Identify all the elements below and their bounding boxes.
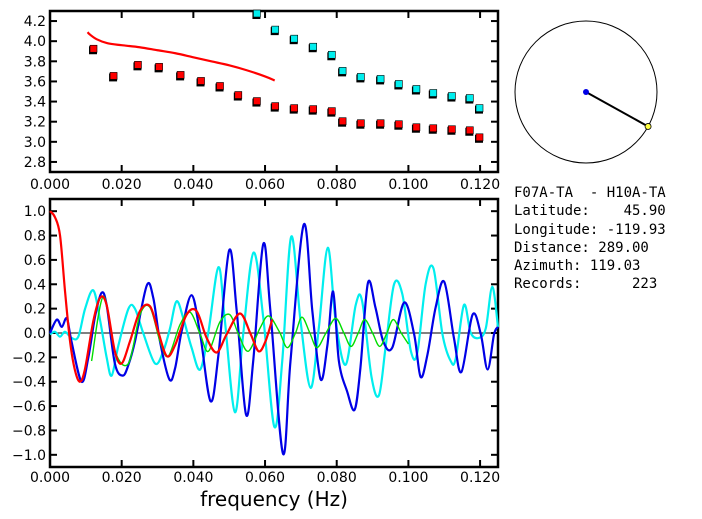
cyan-data-point [475, 104, 484, 112]
cyan-data-point [376, 75, 385, 83]
red-data-point [216, 82, 224, 90]
y-tick-label: −0.6 [12, 399, 46, 415]
y-tick-label: 3.8 [24, 54, 46, 70]
y-tick-label: 3.0 [24, 135, 46, 151]
y-tick-label: 0.2 [24, 302, 46, 318]
red-data-point [412, 123, 421, 132]
y-tick-label: 4.2 [24, 14, 46, 30]
red-data-point [134, 61, 142, 69]
cyan-data-point [309, 42, 318, 51]
y-tick-label: 0.4 [24, 277, 46, 293]
red-data-point [466, 126, 474, 135]
x-tick-label: 0.000 [30, 177, 70, 193]
x-tick-label: 0.040 [173, 177, 213, 193]
cyan-data-point [466, 94, 474, 102]
x-tick-label: 0.080 [317, 470, 357, 486]
red-data-point [234, 91, 243, 99]
info-azimuth: Azimuth: 119.03 [514, 258, 641, 275]
red-data-point [338, 117, 347, 125]
info-longitude: Longitude: -119.93 [514, 221, 666, 238]
azimuth-line [585, 91, 649, 128]
red-data-point [357, 119, 365, 127]
red-data-point [89, 44, 98, 53]
cyan-data-point [429, 89, 438, 97]
y-tick-label: 4.0 [24, 34, 46, 50]
info-latitude: Latitude: 45.90 [514, 203, 666, 220]
red-data-point [328, 107, 336, 115]
x-tick-label: 0.000 [30, 470, 70, 486]
red-data-point [376, 119, 385, 127]
y-tick-label: 3.2 [24, 115, 46, 131]
red-data-point [395, 120, 403, 129]
x-axis-label: frequency (Hz) [200, 487, 348, 511]
red-data-point [155, 63, 163, 71]
station-dot-center [583, 89, 589, 95]
x-tick-label: 0.080 [317, 177, 357, 193]
correlation-plot: 0.000 0.020 0.040 0.060 0.080 0.100 0.120 −1.0 −… [12, 197, 500, 511]
azimuth-circle [514, 20, 658, 164]
cyan-data-point [412, 85, 421, 93]
cyan-series-line [49, 235, 500, 429]
x-tick-label: 0.120 [460, 470, 500, 486]
cyan-data-point [357, 73, 365, 81]
cyan-data-point [338, 67, 347, 75]
info-records: Records: 223 [514, 276, 658, 293]
plot-frame [48, 9, 500, 174]
red-data-point [475, 133, 484, 142]
red-data-point [253, 97, 261, 105]
red-data-point [290, 104, 299, 112]
station-info-panel: F07A-TA - H10A-TA Latitude: 45.90 Longitud… [514, 184, 666, 294]
cyan-data-point [328, 50, 336, 59]
red-data-point [448, 125, 456, 134]
red-data-point [197, 77, 205, 85]
red-data-point [109, 72, 118, 80]
red-data-point [176, 71, 185, 79]
azimuth-diagram [514, 20, 658, 164]
station-dot-end [644, 123, 652, 130]
green-series-line [90, 295, 409, 367]
x-tick-label: 0.100 [388, 177, 428, 193]
velocity-plot: 0.000 0.020 0.040 0.060 0.080 0.100 0.120 2.8 3.… [24, 9, 500, 193]
x-tick-label: 0.120 [460, 177, 500, 193]
info-distance: Distance: 289.00 [514, 239, 649, 256]
cyan-data-point [290, 34, 299, 43]
x-tick-label: 0.100 [388, 470, 428, 486]
y-tick-label: 3.6 [24, 74, 46, 90]
y-tick-label: −0.8 [12, 423, 46, 439]
red-data-point [309, 105, 318, 113]
x-tick-label: 0.020 [102, 177, 142, 193]
x-tick-label: 0.020 [102, 470, 142, 486]
y-tick-label: 0.0 [24, 326, 46, 342]
y-tick-label: −1.0 [12, 448, 46, 464]
station-pair-title: F07A-TA - H10A-TA [514, 185, 666, 201]
y-tick-label: −0.2 [12, 350, 46, 366]
y-tick-label: −0.4 [12, 375, 46, 391]
cyan-data-point [395, 80, 403, 88]
cyan-data-point [253, 9, 261, 18]
y-tick-label: 1.0 [24, 204, 46, 220]
cyan-data-point [448, 92, 456, 100]
y-tick-label: 3.4 [24, 95, 46, 111]
blue-series-line [49, 223, 499, 456]
red-data-point [271, 102, 280, 110]
red-series-line [49, 210, 274, 383]
y-tick-label: 2.8 [24, 155, 46, 171]
x-tick-label: 0.060 [245, 177, 285, 193]
red-data-point [429, 124, 438, 133]
y-tick-label: 0.6 [24, 253, 46, 269]
y-tick-label: 0.8 [24, 229, 46, 245]
red-series-line [86, 31, 276, 82]
x-tick-label: 0.060 [245, 470, 285, 486]
x-tick-label: 0.040 [173, 470, 213, 486]
cyan-data-point [271, 25, 280, 34]
